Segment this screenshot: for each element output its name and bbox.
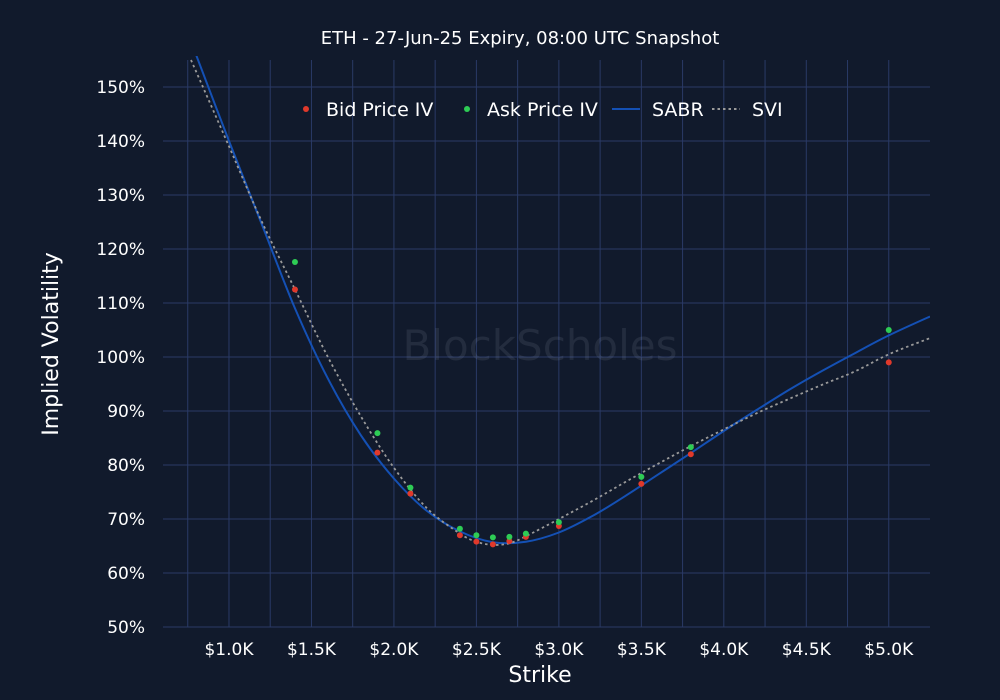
series-layer [190,56,930,548]
bid-price-iv-point [885,359,892,366]
ask-price-iv-point [473,532,480,539]
ask-price-iv-point [638,473,645,480]
ask-price-iv-point [456,525,463,532]
x-tick-label: $2.5K [452,640,502,660]
bid-price-iv-point [473,538,480,545]
legend-item-bid-price-iv[interactable]: Bid Price IV [303,99,433,121]
x-tick-label: $3.0K [534,640,584,660]
bid-price-iv-point [638,480,645,487]
bid-price-iv-point [407,490,414,497]
sabr-curve [195,56,930,545]
y-tick-label: 100% [96,348,145,368]
chart-title: ETH - 27-Jun-25 Expiry, 08:00 UTC Snapsh… [321,28,720,49]
ask-price-iv-point [489,534,496,541]
watermark: BlockScholes [402,321,677,370]
bid-price-iv-point [291,286,298,293]
x-tick-label: $1.0K [204,640,254,660]
y-tick-label: 130% [96,186,145,206]
x-tick-label: $3.5K [617,640,667,660]
y-tick-label: 90% [107,402,145,422]
legend-marker [303,106,309,112]
ask-price-iv-point [555,519,562,526]
grid-layer [163,60,930,628]
ask-price-iv-point [506,533,513,540]
bid-price-iv-point [489,541,496,548]
ask-price-iv-point [407,484,414,491]
svi-curve [190,59,930,546]
x-axis-title: Strike [508,663,571,688]
y-tick-label: 60% [107,564,145,584]
ask-price-iv-point [522,530,529,537]
y-tick-label: 50% [107,618,145,638]
bid-price-iv-point [374,449,381,456]
y-tick-label: 120% [96,240,145,260]
legend-marker [464,106,470,112]
ask-price-iv-point [374,430,381,437]
x-tick-label: $4.5K [782,640,832,660]
axis-layer: $1.0K $1.5K $2.0K $2.5K $3.0K $3.5K $4.0K $4.5K… [96,78,914,660]
legend-label: SABR [652,99,704,121]
ask-price-iv-point [687,444,694,451]
y-tick-label: 70% [107,510,145,530]
x-tick-label: $2.0K [369,640,419,660]
ask-price-iv-point [885,327,892,333]
bid-price-iv-point [506,538,513,545]
y-tick-label: 110% [96,294,145,314]
bid-price-iv-point [456,532,463,539]
legend-label: Bid Price IV [326,99,433,121]
legend-label: Ask Price IV [487,99,598,121]
y-tick-label: 80% [107,456,145,476]
legend-item-svi[interactable]: SVI [712,99,783,121]
y-axis-title: Implied Volatility [39,252,64,436]
ask-price-iv-point [291,258,298,265]
y-tick-label: 150% [96,78,145,98]
legend-item-sabr[interactable]: SABR [612,99,704,121]
legend-item-ask-price-iv[interactable]: Ask Price IV [464,99,598,121]
bid-price-iv-point [687,451,694,458]
y-tick-label: 140% [96,132,145,152]
legend-label: SVI [752,99,783,121]
legend[interactable]: Bid Price IV Ask Price IV SABR SVI [303,99,783,121]
x-tick-label: $4.0K [699,640,749,660]
x-tick-label: $1.5K [287,640,337,660]
x-tick-label: $5.0K [864,640,914,660]
